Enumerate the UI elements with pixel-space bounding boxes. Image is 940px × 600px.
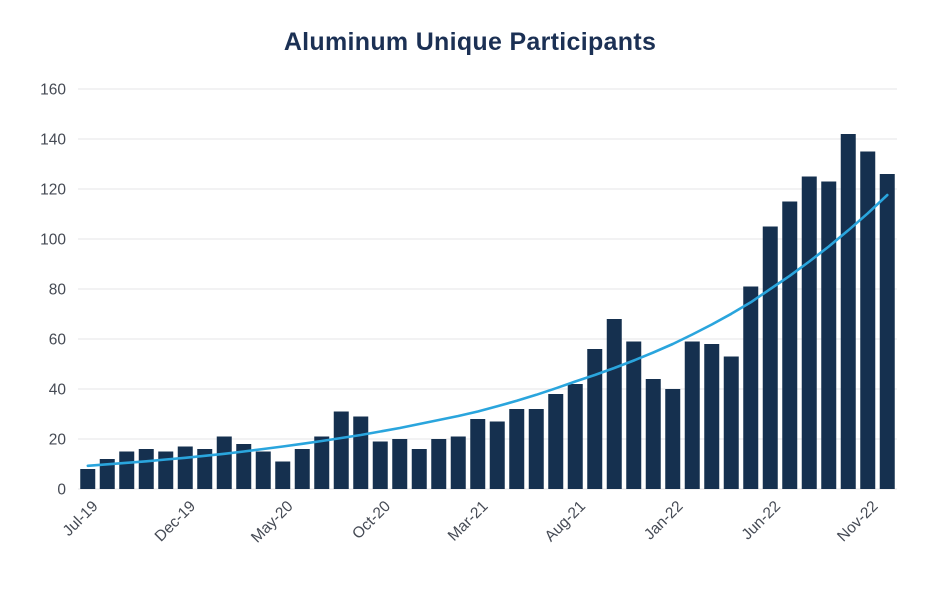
x-tick-label: Jul-19	[60, 498, 102, 540]
bar-Apr-21	[489, 421, 505, 489]
bar-Mar-20	[236, 444, 252, 489]
bar-May-22	[743, 286, 759, 489]
bar-Jul-19	[80, 469, 96, 489]
y-tick-label: 20	[49, 432, 67, 449]
bar-Dec-22	[879, 174, 895, 489]
bar-Aug-22	[801, 176, 817, 489]
x-tick-label: May-20	[248, 498, 297, 547]
bar-Oct-21	[606, 319, 622, 489]
bar-Jun-22	[762, 226, 778, 489]
bar-Sep-22	[821, 181, 837, 489]
bar-Oct-22	[840, 134, 856, 489]
bar-Jan-21	[431, 439, 447, 489]
bar-May-20	[275, 461, 291, 489]
bar-Feb-20	[216, 436, 232, 489]
bar-Dec-21	[645, 379, 661, 489]
bar-Nov-20	[392, 439, 408, 489]
bar-Oct-19	[138, 449, 154, 489]
bar-Apr-22	[723, 356, 739, 489]
bar-Jun-20	[294, 449, 310, 489]
bar-Mar-21	[470, 419, 486, 489]
x-tick-label: Mar-21	[445, 498, 492, 545]
x-tick-label: Jan-22	[641, 498, 687, 544]
y-tick-label: 80	[49, 282, 67, 299]
bar-Aug-20	[333, 411, 349, 489]
y-tick-label: 160	[40, 82, 66, 99]
bar-Apr-20	[255, 451, 271, 489]
bar-Jan-20	[197, 449, 213, 489]
bar-Sep-21	[587, 349, 603, 489]
x-tick-label: Nov-22	[834, 498, 881, 545]
bar-Jul-20	[314, 436, 330, 489]
bar-Feb-21	[450, 436, 466, 489]
bar-Jun-21	[528, 409, 544, 489]
bar-Jul-22	[782, 201, 798, 489]
y-tick-label: 60	[49, 332, 67, 349]
bar-Dec-20	[411, 449, 427, 489]
bar-Feb-22	[684, 341, 700, 489]
y-tick-label: 140	[40, 132, 66, 149]
bar-Mar-22	[704, 344, 720, 489]
bar-May-21	[509, 409, 525, 489]
bar-Oct-20	[372, 441, 388, 489]
bar-Aug-19	[99, 459, 115, 489]
bar-Nov-22	[860, 151, 876, 489]
bar-Sep-20	[353, 416, 369, 489]
bar-Jan-22	[665, 389, 681, 489]
trend-line	[86, 193, 889, 468]
bar-Nov-19	[158, 451, 174, 489]
x-tick-label: Dec-19	[152, 498, 199, 545]
chart-title: Aluminum Unique Participants	[283, 28, 657, 56]
y-tick-label: 40	[49, 382, 67, 399]
bar-Sep-19	[119, 451, 135, 489]
bar-Aug-21	[567, 384, 583, 489]
bar-Dec-19	[177, 446, 193, 489]
x-tick-label: Oct-20	[349, 498, 394, 543]
bar-Nov-21	[626, 341, 642, 489]
y-tick-label: 100	[40, 232, 66, 249]
y-tick-label: 120	[40, 182, 66, 199]
x-tick-label: Jun-22	[739, 498, 785, 544]
y-tick-label: 0	[57, 482, 66, 499]
x-tick-label: Aug-21	[542, 498, 589, 545]
bar-Jul-21	[548, 394, 564, 489]
